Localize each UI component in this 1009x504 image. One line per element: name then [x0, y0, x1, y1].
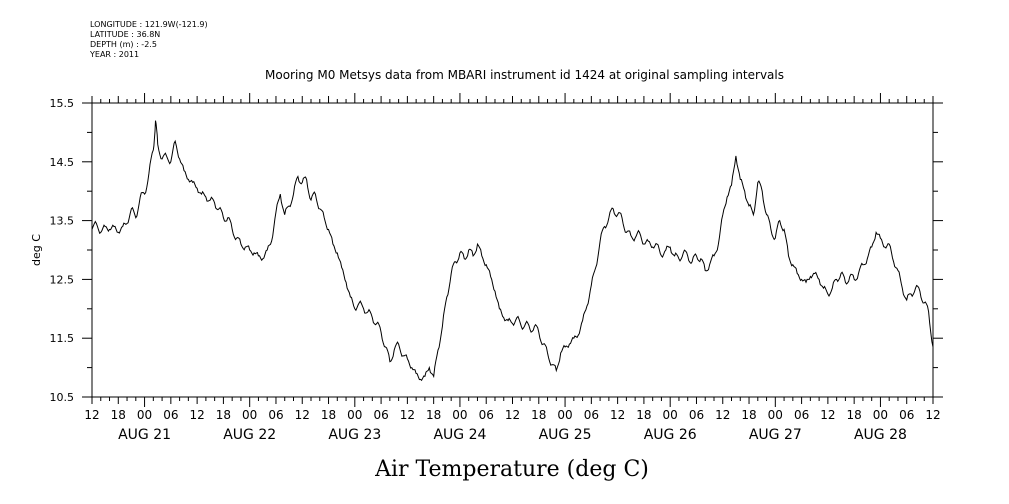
- x-tick-label: 18: [741, 408, 756, 422]
- y-tick-label: 14.5: [50, 156, 75, 169]
- x-tick-label: 00: [663, 408, 678, 422]
- depth-text: DEPTH (m) : -2.5: [90, 40, 157, 49]
- x-tick-label: 06: [373, 408, 388, 422]
- latitude-text: LATITUDE : 36.8N: [90, 30, 161, 39]
- y-tick-label: 12.5: [50, 273, 75, 286]
- x-tick-label: 00: [452, 408, 467, 422]
- chart-title: Mooring M0 Metsys data from MBARI instru…: [265, 68, 784, 82]
- x-tick-label: 18: [847, 408, 862, 422]
- y-tick-label: 10.5: [50, 391, 75, 404]
- x-tick-label: 00: [768, 408, 783, 422]
- x-tick-label: 06: [689, 408, 704, 422]
- y-axis-label: deg C: [30, 234, 43, 266]
- longitude-text: LONGITUDE : 121.9W(-121.9): [90, 20, 208, 29]
- x-tick-label: 06: [163, 408, 178, 422]
- date-label: AUG 22: [223, 427, 276, 443]
- date-label: AUG 27: [749, 427, 802, 443]
- x-tick-label: 12: [715, 408, 730, 422]
- x-tick-label: 12: [820, 408, 835, 422]
- series-line: [91, 120, 934, 382]
- x-tick-label: 18: [111, 408, 126, 422]
- x-tick-label: 18: [321, 408, 336, 422]
- x-tick-label: 12: [610, 408, 625, 422]
- x-tick-label: 06: [479, 408, 494, 422]
- x-tick-label: 00: [242, 408, 257, 422]
- x-tick-label: 18: [216, 408, 231, 422]
- date-label: AUG 26: [644, 427, 697, 443]
- x-tick-label: 12: [189, 408, 204, 422]
- year-text: YEAR : 2011: [90, 50, 140, 59]
- x-tick-label: 00: [137, 408, 152, 422]
- x-tick-label: 12: [925, 408, 940, 422]
- y-tick-label: 15.5: [50, 97, 75, 110]
- x-tick-label: 06: [899, 408, 914, 422]
- date-label: AUG 24: [433, 427, 486, 443]
- x-tick-label: 18: [426, 408, 441, 422]
- date-label: AUG 28: [854, 427, 907, 443]
- x-tick-label: 18: [636, 408, 651, 422]
- x-tick-label: 12: [84, 408, 99, 422]
- date-label: AUG 25: [539, 427, 592, 443]
- x-tick-label: 12: [505, 408, 520, 422]
- x-tick-label: 12: [295, 408, 310, 422]
- y-tick-label: 13.5: [50, 215, 75, 228]
- metadata-block: LONGITUDE : 121.9W(-121.9) LATITUDE : 36…: [90, 20, 208, 60]
- x-tick-label: 00: [347, 408, 362, 422]
- x-tick-label: 00: [557, 408, 572, 422]
- x-tick-label: 06: [268, 408, 283, 422]
- date-label: AUG 21: [118, 427, 171, 443]
- x-tick-label: 06: [584, 408, 599, 422]
- date-label: AUG 23: [328, 427, 381, 443]
- plot-frame: [91, 102, 934, 398]
- y-tick-label: 11.5: [50, 332, 75, 345]
- x-tick-label: 12: [400, 408, 415, 422]
- x-tick-label: 06: [794, 408, 809, 422]
- x-axis-label: Air Temperature (deg C): [374, 457, 649, 482]
- x-tick-label: 18: [531, 408, 546, 422]
- x-tick-label: 00: [873, 408, 888, 422]
